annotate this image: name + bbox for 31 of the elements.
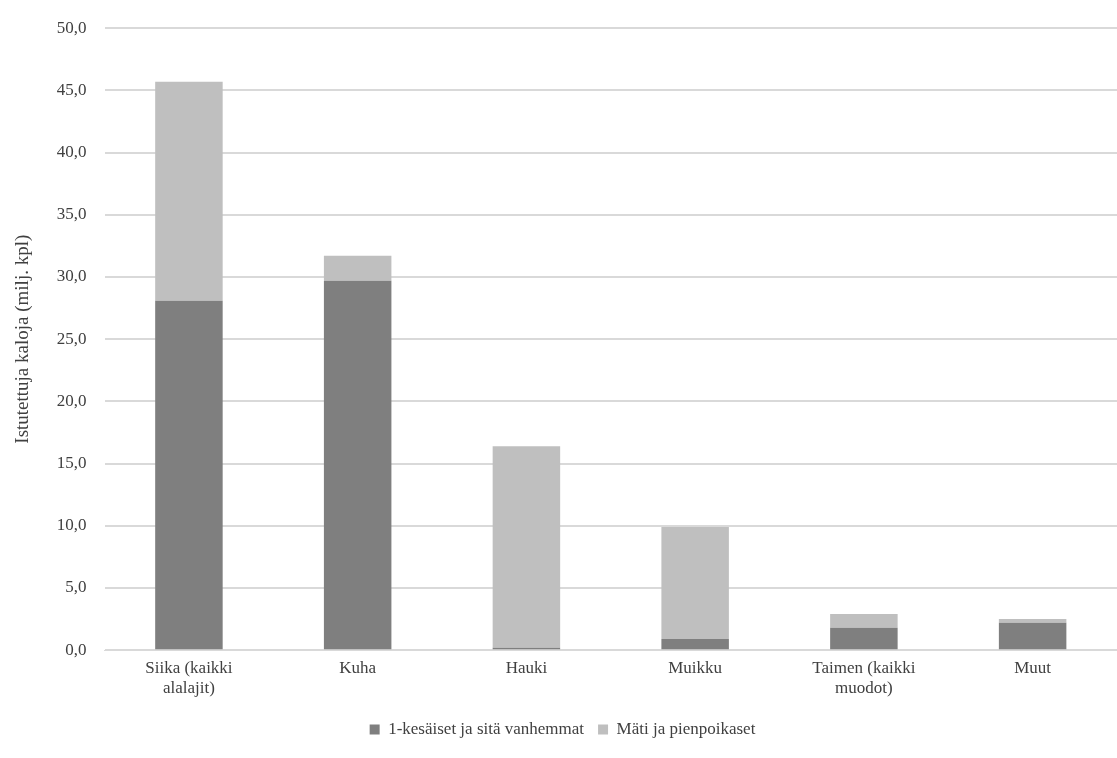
bar (661, 527, 729, 639)
x-tick-label: Siika (kaikki alalajit) (145, 657, 233, 698)
y-tick-label: 30,0 (56, 266, 87, 286)
bar (830, 614, 898, 628)
bar (998, 622, 1067, 650)
y-tick-label: 15,0 (56, 453, 87, 473)
y-tick-label: 25,0 (56, 328, 87, 348)
x-tick-label: Muikku (668, 657, 723, 677)
bar (661, 639, 729, 650)
bar (323, 255, 392, 281)
y-tick-label: 0,0 (65, 639, 87, 659)
x-tick-label: Taimen (kaikki muodot) (812, 657, 916, 698)
y-tick-label: 50,0 (56, 17, 87, 37)
bar (323, 280, 392, 650)
x-tick-label: Kuha (339, 657, 377, 677)
legend-label: 1-kesäiset ja sitä vanhemmat (388, 718, 585, 738)
y-tick-label: 40,0 (56, 142, 87, 162)
y-tick-label: 20,0 (56, 390, 87, 410)
y-tick-label: 5,0 (65, 577, 87, 597)
bar (155, 300, 223, 650)
bar (998, 619, 1067, 623)
x-tick-label: Hauki (505, 657, 548, 677)
y-tick-label: 35,0 (56, 204, 87, 224)
bar (830, 627, 898, 650)
bar (492, 446, 561, 648)
bar (155, 81, 223, 301)
x-tick-label: Muut (1014, 657, 1052, 677)
y-axis-title: Istutettuja kaloja (milj. kpl) (11, 234, 34, 444)
legend-label: Mäti ja pienpoikaset (616, 718, 756, 738)
y-tick-label: 45,0 (56, 79, 87, 99)
y-tick-label: 10,0 (56, 515, 87, 535)
